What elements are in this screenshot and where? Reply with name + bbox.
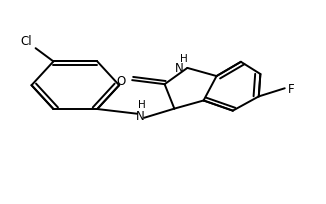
Text: H: H [138,99,146,109]
Text: N: N [136,110,145,123]
Text: O: O [116,74,126,87]
Text: N: N [175,62,184,75]
Text: H: H [180,54,188,63]
Text: F: F [288,82,295,95]
Text: Cl: Cl [21,35,32,48]
